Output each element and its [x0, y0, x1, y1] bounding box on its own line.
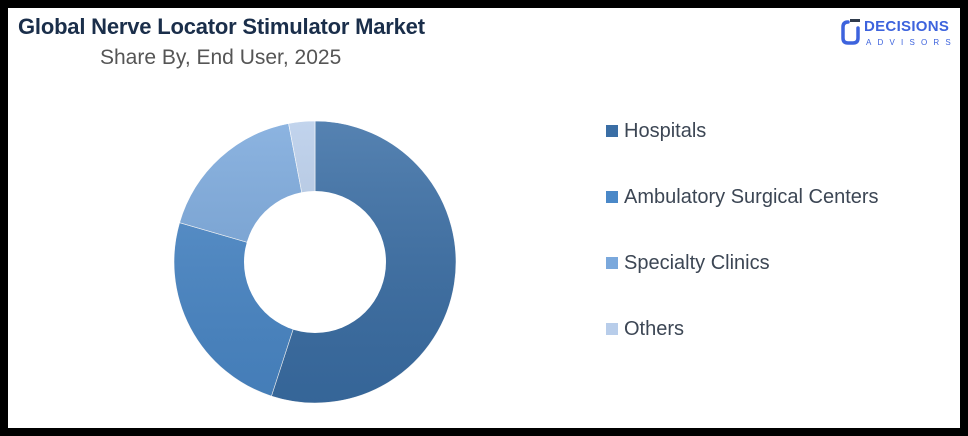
legend-item-others[interactable]: Others — [606, 314, 684, 344]
legend-label: Hospitals — [624, 119, 707, 142]
legend-item-hospitals[interactable]: Hospitals — [606, 116, 706, 146]
legend-label: Others — [624, 317, 685, 340]
legend-swatch — [606, 191, 618, 203]
logo-wordmark: DECISIONS — [864, 18, 950, 35]
logo-subtext: ADVISORS — [866, 38, 957, 47]
legend-item-ambulatory-surgical-centers[interactable]: Ambulatory Surgical Centers — [606, 182, 879, 212]
logo-mark-icon — [841, 19, 860, 45]
chart-frame: Global Nerve Locator Stimulator Market S… — [8, 8, 960, 428]
legend-swatch — [606, 125, 618, 137]
legend-swatch — [606, 257, 618, 269]
legend-label: Specialty Clinics — [624, 251, 770, 274]
legend-label: Ambulatory Surgical Centers — [624, 185, 879, 208]
chart-subtitle: Share By, End User, 2025 — [100, 46, 342, 69]
chart-title: Global Nerve Locator Stimulator Market — [18, 14, 425, 39]
donut-chart — [173, 120, 457, 404]
legend-swatch — [606, 323, 618, 335]
decisions-advisors-logo: DECISIONS ADVISORS — [840, 16, 960, 52]
legend-item-specialty-clinics[interactable]: Specialty Clinics — [606, 248, 770, 278]
